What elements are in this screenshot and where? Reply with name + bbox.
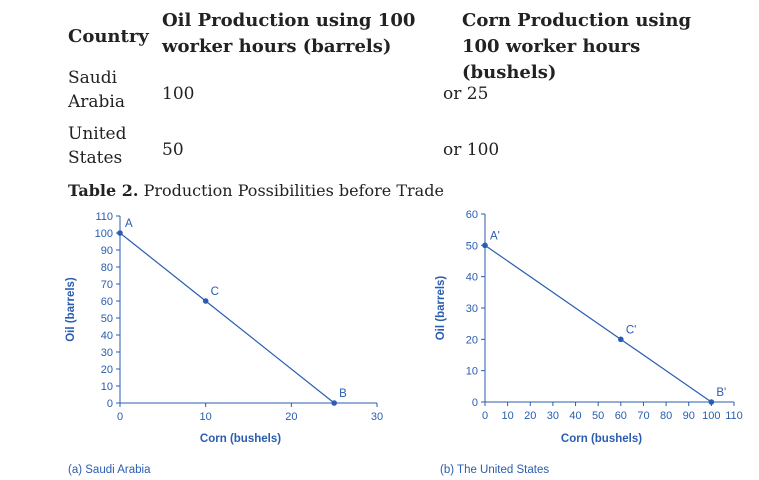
point-label: B [339, 388, 347, 400]
point-label: A [125, 218, 133, 230]
row-oil: 100 [162, 84, 195, 104]
y-tick-label: 0 [472, 397, 478, 409]
y-tick-label: 90 [101, 245, 113, 257]
chart-caption-a: (a) Saudi Arabia [68, 464, 151, 476]
x-tick-label: 100 [702, 410, 720, 422]
y-tick-label: 110 [95, 211, 113, 223]
x-tick-label: 20 [524, 410, 536, 422]
x-tick-label: 80 [660, 410, 672, 422]
y-axis-title: Oil (barrels) [435, 276, 447, 341]
point-label: B' [716, 387, 726, 399]
point-marker [482, 242, 488, 249]
row-country: Saudi Arabia [68, 68, 125, 112]
y-tick-label: 40 [466, 272, 478, 284]
y-tick-label: 0 [107, 398, 113, 410]
y-tick-label: 20 [466, 334, 478, 346]
y-tick-label: 70 [101, 279, 113, 291]
united-states-ppf-chart: 0 10 20 30 40 50 60 0 10 20 30 40 50 60 70 80 90 100 110 Co… [435, 209, 743, 445]
y-tick-label: 50 [101, 313, 113, 325]
header-oil: Oil Production using 100 worker hours (b… [162, 10, 416, 57]
point-marker [618, 336, 624, 343]
y-tick-label: 20 [101, 364, 113, 376]
header-corn: Corn Production using 100 worker hours (… [462, 10, 692, 83]
y-tick-label: 50 [466, 240, 478, 252]
x-tick-label: 60 [615, 410, 627, 422]
ppf-line [119, 232, 335, 404]
x-tick-label: 10 [502, 410, 514, 422]
point-label: A' [490, 230, 500, 242]
saudi-arabia-ppf-chart: 0 10 20 30 40 50 60 70 80 90 100 110 0 10 20 30 Corn (bu… [65, 211, 383, 445]
point-marker [117, 230, 123, 236]
x-tick-label: 30 [547, 410, 559, 422]
x-tick-label: 50 [592, 410, 604, 422]
row-oil: 50 [162, 140, 184, 160]
y-axis-title: Oil (barrels) [65, 277, 77, 342]
x-axis-title: Corn (bushels) [561, 433, 642, 445]
x-tick-label: 30 [371, 411, 383, 423]
x-tick-label: 40 [569, 410, 581, 422]
production-table: Country Oil Production using 100 worker … [68, 8, 758, 180]
x-tick-label: 90 [683, 410, 695, 422]
row-country: United States [68, 124, 127, 168]
point-label: C [211, 286, 219, 298]
header-country: Country [68, 26, 149, 47]
y-tick-label: 10 [101, 381, 113, 393]
y-tick-label: 40 [101, 330, 113, 342]
table-caption-text: Production Possibilities before Trade [143, 181, 444, 200]
y-tick-label: 30 [101, 347, 113, 359]
point-label: C' [626, 324, 637, 336]
x-tick-label: 20 [285, 411, 297, 423]
table-caption: Table 2. Production Possibilities before… [68, 180, 444, 202]
x-tick-label: 0 [482, 410, 488, 422]
row-corn: or 100 [443, 140, 500, 160]
point-marker [202, 298, 209, 304]
y-tick-label: 80 [101, 262, 113, 274]
chart-caption-b: (b) The United States [440, 464, 550, 476]
ppf-line [484, 244, 712, 403]
table-caption-label: Table 2. [68, 181, 139, 200]
x-axis-title: Corn (bushels) [200, 433, 281, 445]
x-tick-label: 70 [637, 410, 649, 422]
y-tick-label: 10 [466, 366, 478, 378]
x-tick-label: 110 [725, 410, 743, 422]
y-tick-label: 60 [466, 209, 478, 221]
x-tick-label: 10 [200, 411, 212, 423]
row-corn: or 25 [443, 84, 489, 104]
y-tick-label: 100 [95, 228, 113, 240]
y-tick-label: 60 [101, 296, 113, 308]
y-tick-label: 30 [466, 303, 478, 315]
x-tick-label: 0 [117, 411, 123, 423]
point-marker [708, 399, 715, 405]
point-marker [331, 400, 337, 406]
